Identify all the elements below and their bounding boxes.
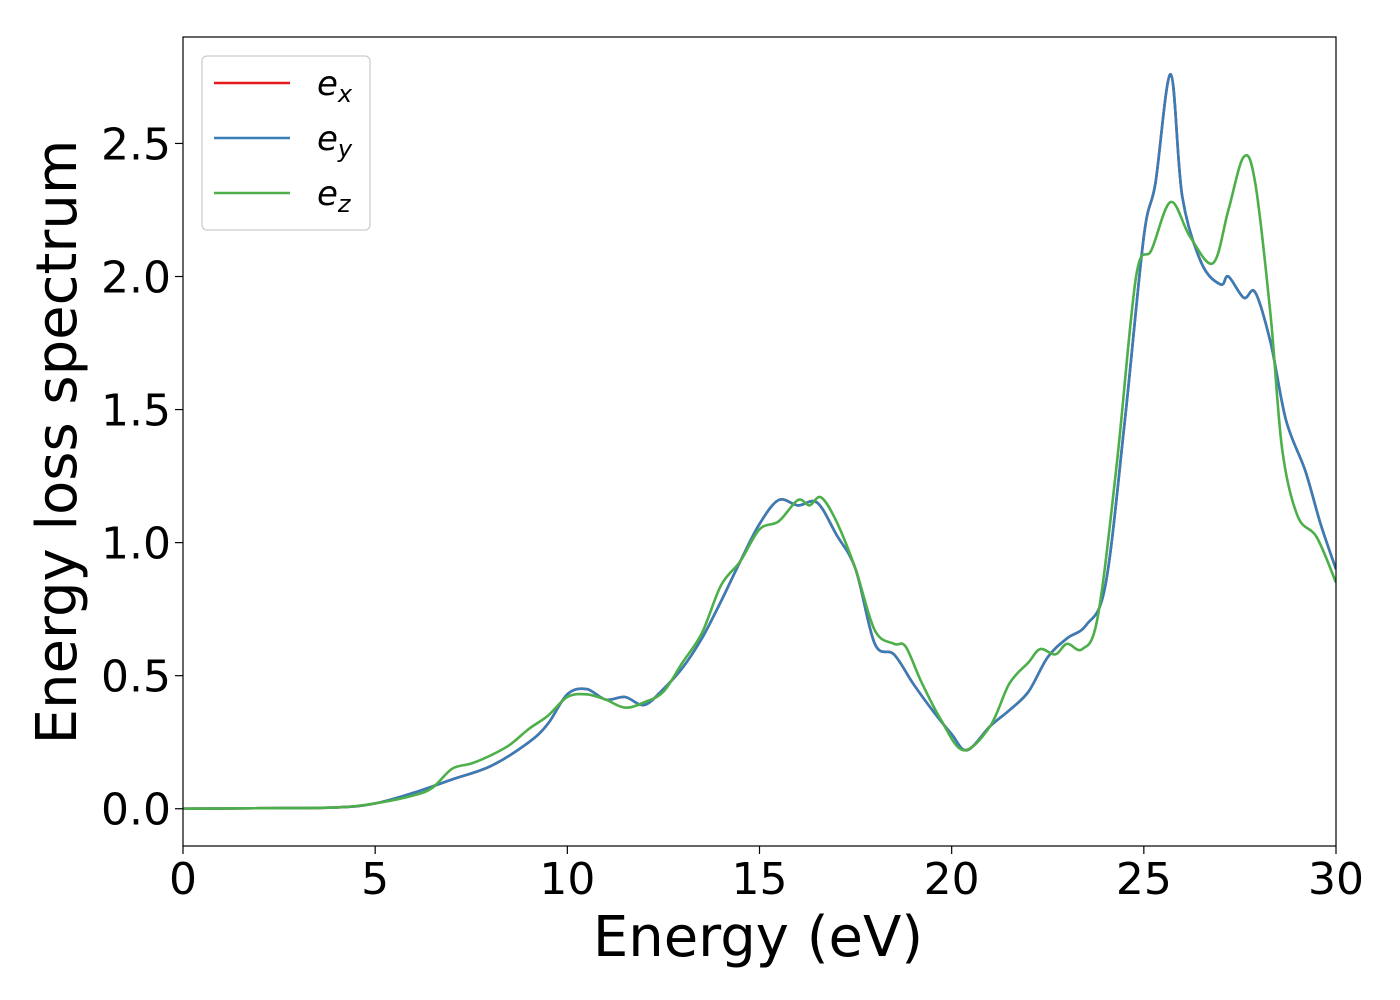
axes: 0 5 10 15 20 25 30 0.0 0.5 1.0 1.5 2.0 2.5 (101, 36, 1364, 905)
x-tick-label: 25 (1116, 854, 1172, 905)
series-line-y (183, 72, 1336, 810)
y-tick-label: 0.5 (101, 652, 171, 703)
series-line-z (183, 154, 1336, 810)
y-tick-label: 0.0 (101, 785, 171, 836)
x-tick-label: 20 (924, 854, 980, 905)
x-axis-label: Energy (eV) (593, 905, 923, 970)
legend-label-z: ez (317, 174, 352, 218)
plot-area (183, 72, 1336, 810)
y-tick-label: 1.0 (101, 519, 171, 570)
x-tick-label: 0 (169, 854, 197, 905)
legend-label-x: ex (317, 64, 353, 108)
legend-box (201, 55, 371, 231)
y-axis-label: Energy loss spectrum (25, 140, 90, 745)
y-tick-label: 2.5 (101, 119, 171, 170)
x-tick-label: 30 (1308, 854, 1364, 905)
y-tick-label: 1.5 (101, 386, 171, 437)
x-tick-label: 10 (539, 854, 595, 905)
legend-label-y: ey (317, 119, 353, 163)
y-tick-label: 2.0 (101, 253, 171, 304)
legend: ex ey ez (201, 55, 371, 231)
x-tick-label: 5 (361, 854, 389, 905)
x-tick-label: 15 (732, 854, 788, 905)
